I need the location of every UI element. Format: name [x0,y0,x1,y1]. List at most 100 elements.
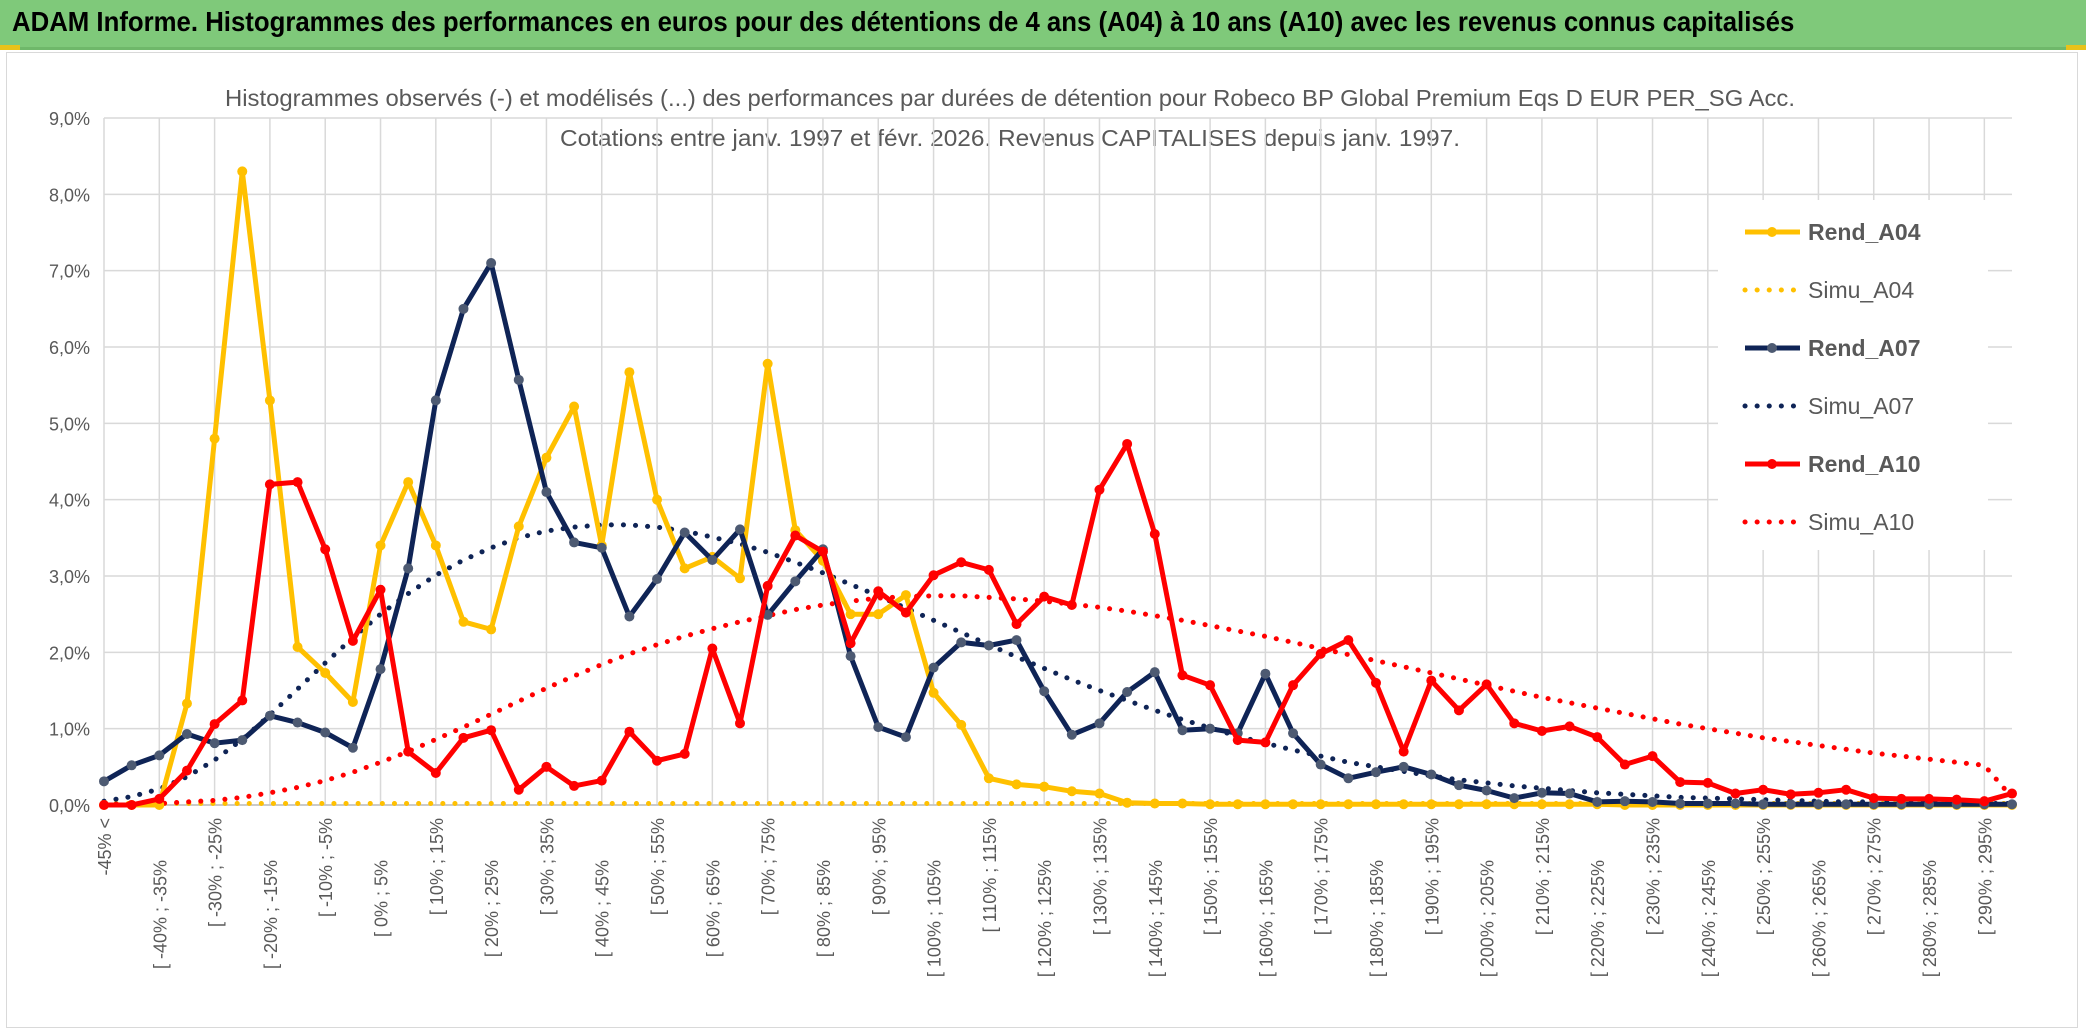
data-point-rend-a07 [1481,785,1492,796]
x-tick-label: [ -30% ; -25% [206,818,226,927]
data-point-rend-a07 [1509,793,1520,804]
data-point-rend-a10 [624,726,635,737]
data-point-rend-a10 [1398,746,1409,757]
series-line-simu-a07 [101,522,2015,806]
data-point-rend-a10 [1149,529,1160,540]
data-point-rend-a04 [1232,799,1243,810]
legend-label-simu-a07: Simu_A07 [1808,393,1914,419]
x-tick-label: [ 70% ; 75% [759,818,779,915]
x-tick-label: [ 90% ; 95% [869,818,889,915]
data-point-rend-a04 [624,367,635,378]
data-point-rend-a07 [762,609,773,620]
data-point-rend-a07 [928,662,939,673]
data-point-rend-a10 [1592,732,1603,743]
x-tick-label: [ 190% ; 195% [1422,818,1442,935]
data-point-rend-a07 [209,738,220,749]
data-point-rend-a10 [1619,759,1630,770]
data-point-rend-a04 [569,401,580,412]
legend-marker-rend-a07 [1767,343,1777,353]
data-point-rend-a04 [652,494,663,505]
data-point-rend-a07 [486,258,497,269]
header-accent-right [2066,45,2086,50]
data-point-rend-a10 [1288,680,1299,691]
y-tick-label: 0,0% [49,796,90,816]
x-tick-label: -45% < [95,818,115,876]
data-point-rend-a10 [983,564,994,575]
data-point-rend-a04 [956,719,967,730]
data-point-rend-a07 [1039,686,1050,697]
data-point-rend-a07 [126,760,137,771]
data-point-rend-a10 [1426,675,1437,686]
data-point-rend-a10 [1730,788,1741,799]
data-point-rend-a07 [154,750,165,761]
data-point-rend-a04 [1122,797,1133,808]
data-point-rend-a07 [956,637,967,648]
legend-label-simu-a04: Simu_A04 [1808,277,1914,303]
data-point-rend-a07 [1260,668,1271,679]
data-point-rend-a07 [1702,798,1713,809]
data-point-rend-a04 [209,433,220,444]
x-tick-label: [ 290% ; 295% [1975,818,1995,935]
data-point-rend-a04 [1481,799,1492,810]
data-point-rend-a04 [928,687,939,698]
data-point-rend-a10 [735,718,745,729]
x-tick-label: [ 80% ; 85% [814,860,834,957]
y-tick-label: 4,0% [49,491,90,511]
data-point-rend-a07 [375,664,386,675]
data-point-rend-a10 [1509,718,1520,729]
x-tick-label: [ 280% ; 285% [1920,860,1940,977]
series-line-rend-a10 [104,441,2013,808]
data-point-rend-a10 [320,544,331,555]
data-point-rend-a04 [1177,798,1188,809]
data-point-rend-a07 [1343,773,1354,784]
data-point-rend-a04 [679,563,690,574]
data-point-rend-a10 [1371,677,1381,688]
data-point-rend-a04 [1149,798,1160,809]
data-point-rend-a07 [99,776,109,787]
data-point-rend-a10 [1260,737,1271,748]
data-point-rend-a10 [956,557,967,568]
x-tick-label: [ 10% ; 15% [427,818,447,915]
data-point-rend-a10 [652,755,663,766]
data-point-rend-a07 [1758,799,1769,810]
x-tick-label: [ 110% ; 115% [980,818,1000,932]
data-point-rend-a04 [541,452,552,463]
data-point-rend-a07 [1288,728,1299,739]
data-point-rend-a10 [762,580,773,591]
data-point-rend-a07 [1315,759,1326,770]
report-header: ADAM Informe. Histogrammes des performan… [0,0,2086,50]
x-tick-label: [ 20% ; 25% [482,860,502,957]
data-point-rend-a07 [1094,718,1105,729]
data-point-rend-a07 [403,563,414,574]
data-point-rend-a10 [513,784,524,795]
data-point-rend-a04 [292,641,303,652]
data-point-rend-a10 [817,546,828,557]
y-tick-label: 7,0% [49,262,90,282]
chart-subtitle: Cotations entre janv. 1997 et févr. 2026… [560,125,1460,151]
data-point-rend-a04 [458,616,469,627]
x-tick-label: [ 170% ; 175% [1312,818,1332,935]
y-tick-label: 2,0% [49,643,90,663]
y-tick-label: 6,0% [49,338,90,358]
data-point-rend-a07 [900,732,911,743]
data-point-rend-a10 [541,761,552,772]
data-point-rend-a07 [292,717,303,728]
data-point-rend-a10 [1232,735,1243,746]
data-point-rend-a07 [845,651,856,662]
x-tick-label: [ 120% ; 125% [1035,860,1055,977]
data-point-rend-a10 [790,530,801,541]
data-point-rend-a07 [237,735,248,746]
data-point-rend-a10 [1177,670,1188,681]
data-point-rend-a07 [458,303,469,314]
data-point-rend-a10 [458,732,469,743]
data-point-rend-a10 [99,800,109,810]
data-point-rend-a10 [1785,789,1796,800]
x-tick-label: [ 250% ; 255% [1754,818,1774,935]
data-point-rend-a04 [264,395,275,406]
data-point-rend-a04 [762,358,773,369]
y-tick-label: 8,0% [49,185,90,205]
data-point-rend-a04 [1564,799,1575,810]
data-point-rend-a10 [403,746,414,757]
data-point-rend-a10 [292,477,303,488]
